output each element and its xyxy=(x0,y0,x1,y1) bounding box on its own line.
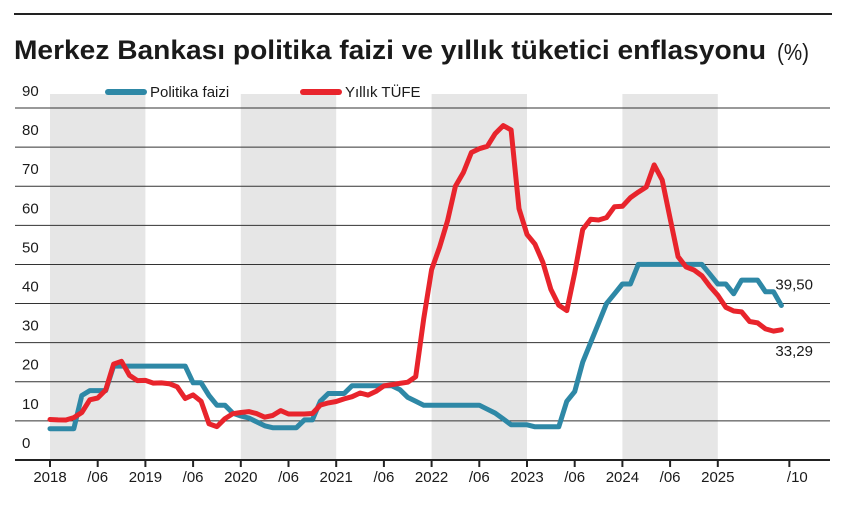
chart-title: Merkez Bankası politika faizi ve yıllık … xyxy=(14,35,766,65)
y-tick-label: 0 xyxy=(22,435,30,452)
legend-label: Yıllık TÜFE xyxy=(345,83,421,101)
x-tick-label: 2019 xyxy=(129,469,162,486)
x-tick-label: /06 xyxy=(183,469,204,486)
x-tick-label: 2022 xyxy=(415,469,448,486)
y-tick-label: 60 xyxy=(22,200,39,217)
lines: 39,50 33,29 xyxy=(47,123,813,432)
x-tick-label: /06 xyxy=(87,469,108,486)
x-tick-label: /06 xyxy=(469,469,490,486)
y-tick-label: 20 xyxy=(22,357,39,374)
y-tick-label: 50 xyxy=(22,239,39,256)
x-tick-label: 2021 xyxy=(320,469,353,486)
value-label: 39,50 xyxy=(775,276,813,293)
legend-label: Politika faizi xyxy=(150,84,229,101)
x-tick-label: 2018 xyxy=(33,469,66,486)
x-tick-label: 2024 xyxy=(606,469,639,486)
year-band xyxy=(50,94,146,460)
x-tick-label: /06 xyxy=(373,469,394,486)
year-band xyxy=(431,94,527,460)
x-tick-label: /06 xyxy=(660,469,681,486)
legend: Politika faizi Yıllık TÜFE xyxy=(105,83,421,101)
title-unit: (%) xyxy=(777,39,809,65)
series-line xyxy=(47,261,784,432)
x-tick-label: 2025 xyxy=(701,469,734,486)
y-tick-label: 40 xyxy=(22,279,39,296)
y-tick-label: 30 xyxy=(22,318,39,335)
x-tick-label: 2020 xyxy=(224,469,257,486)
year-bands xyxy=(50,94,718,460)
y-tick-label: 80 xyxy=(22,122,39,139)
value-label: 33,29 xyxy=(775,343,813,360)
x-tick-label: /06 xyxy=(278,469,299,486)
x-tick-label: /06 xyxy=(564,469,585,486)
y-tick-label: 90 xyxy=(22,83,39,100)
series-line xyxy=(47,123,784,430)
x-tick-label: /10 xyxy=(787,469,808,486)
y-tick-label: 10 xyxy=(22,396,39,413)
x-tick-label: 2023 xyxy=(510,469,543,486)
grid: 0 10 20 30 40 50 60 70 80 90 2018/06 2019/06 2020/06… xyxy=(15,83,830,486)
y-tick-label: 70 xyxy=(22,161,39,178)
